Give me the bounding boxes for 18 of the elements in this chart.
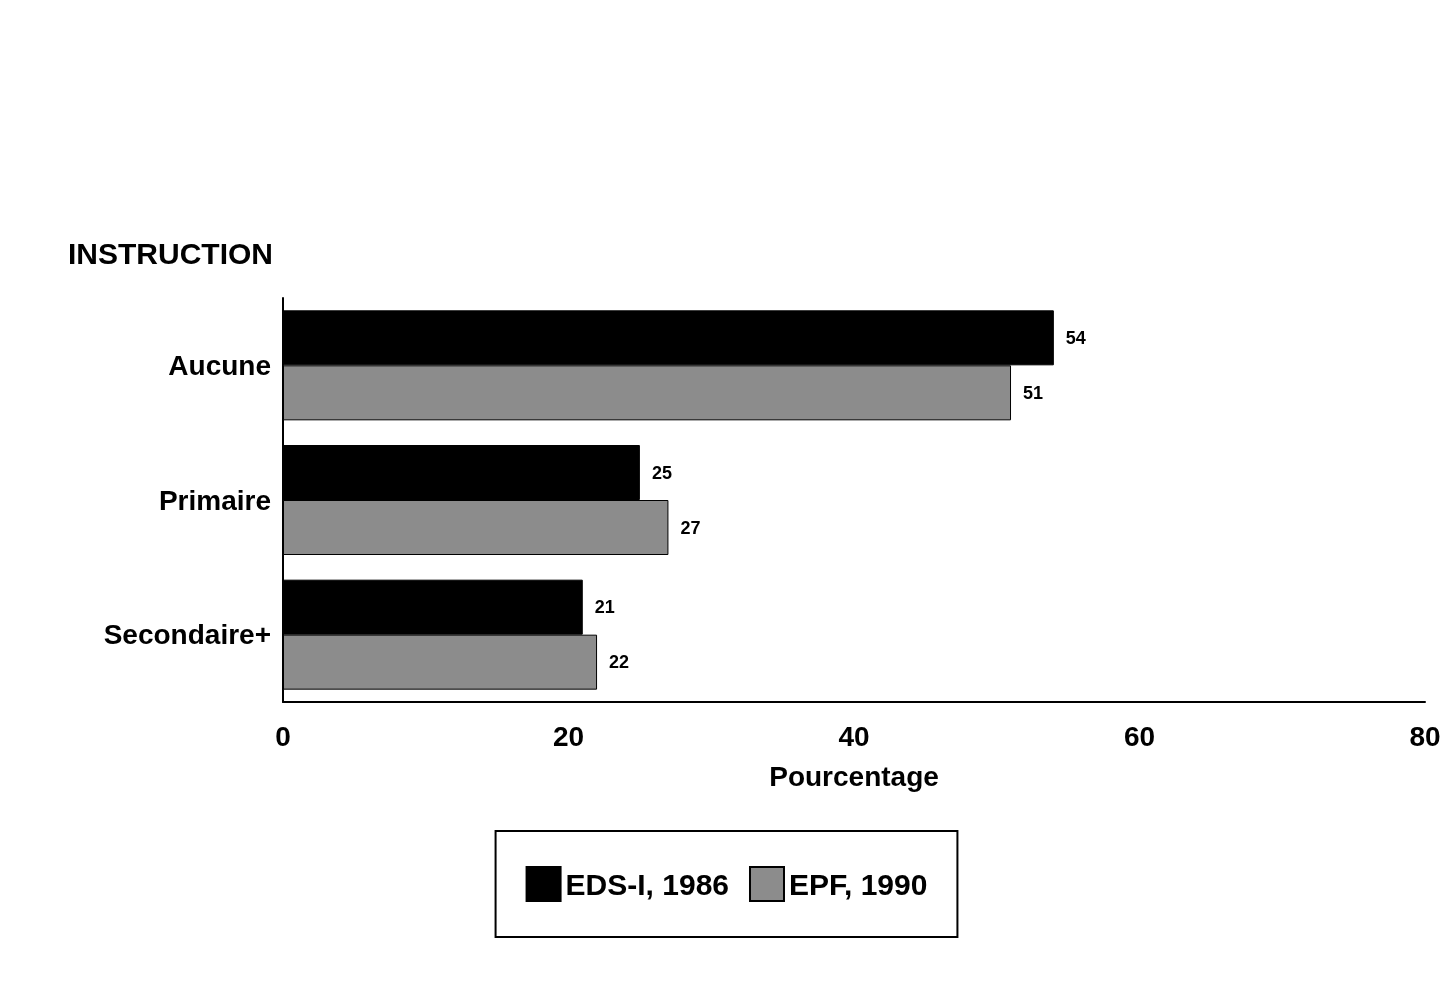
x-tick-label: 60 <box>1123 720 1156 752</box>
legend-label: EPF, 1990 <box>789 867 928 901</box>
data-label: 22 <box>609 652 630 673</box>
data-label: 54 <box>1065 327 1086 348</box>
data-label: 21 <box>594 597 615 618</box>
x-tick-label: 40 <box>838 720 870 752</box>
y-axis-title: INSTRUCTION <box>68 236 273 270</box>
legend-label: EDS-I, 1986 <box>565 867 729 901</box>
y-tick-label: Primaire <box>158 484 271 516</box>
data-label: 25 <box>651 462 672 483</box>
x-tick-label: 0 <box>275 720 291 752</box>
x-tick-label: 20 <box>552 720 585 752</box>
x-axis-title: Pourcentage <box>769 760 939 792</box>
x-tick-label: 80 <box>1409 720 1441 752</box>
data-label: 27 <box>680 517 701 538</box>
data-label: 51 <box>1023 382 1044 403</box>
y-tick-label: Aucune <box>168 349 271 381</box>
y-tick-label: Secondaire+ <box>103 619 271 651</box>
